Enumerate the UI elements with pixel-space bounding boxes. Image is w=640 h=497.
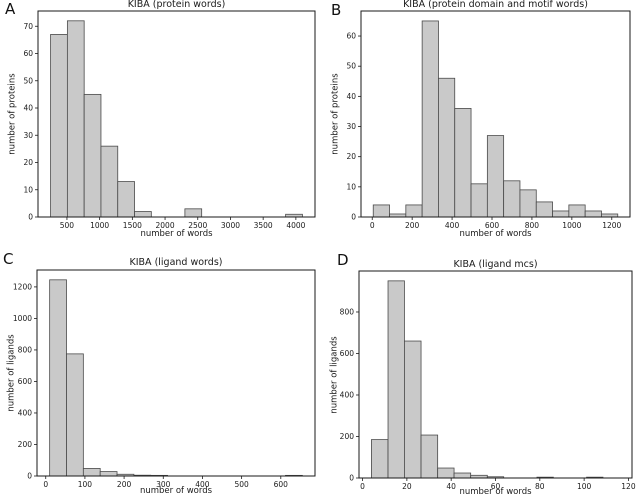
histogram-c: 0 100 200 300 400 500 600 0 200 400 600 800 1000 1200 (13, 269, 316, 489)
y-axis-label-c: number of ligands (6, 334, 17, 412)
chart-title-d: KIBA (ligand mcs) (453, 259, 538, 270)
svg-text:800: 800 (18, 345, 33, 354)
svg-text:400: 400 (445, 221, 460, 230)
svg-text:40: 40 (446, 482, 456, 491)
svg-text:20: 20 (402, 482, 412, 491)
svg-text:40: 40 (23, 104, 33, 113)
svg-text:60: 60 (491, 482, 501, 491)
svg-text:600: 600 (340, 349, 355, 358)
svg-text:400: 400 (18, 408, 33, 417)
panel-letter-a: A (5, 0, 16, 18)
panel-a: 500 1000 1500 2000 2500 3000 3500 4000 0 10 20 30 40… (0, 0, 320, 249)
svg-text:800: 800 (340, 307, 355, 316)
svg-text:1500: 1500 (123, 221, 142, 230)
svg-text:3000: 3000 (221, 221, 240, 230)
svg-text:60: 60 (23, 49, 33, 58)
svg-text:2000: 2000 (156, 221, 175, 230)
x-axis-label-d: number of words (459, 487, 532, 497)
chart-title-a: KIBA (protein words) (127, 0, 226, 10)
svg-text:30: 30 (23, 131, 33, 140)
svg-text:600: 600 (18, 377, 33, 386)
chart-title-c: KIBA (ligand words) (129, 257, 223, 268)
svg-text:50: 50 (346, 62, 356, 71)
svg-text:200: 200 (18, 440, 33, 449)
y-axis-label-a: number of proteins (7, 73, 18, 155)
svg-text:4000: 4000 (286, 221, 305, 230)
svg-text:300: 300 (156, 480, 171, 489)
svg-text:1000: 1000 (90, 221, 109, 230)
svg-text:400: 400 (340, 390, 355, 399)
svg-text:200: 200 (405, 221, 420, 230)
svg-text:1000: 1000 (562, 221, 581, 230)
svg-text:100: 100 (577, 482, 592, 491)
svg-text:2500: 2500 (188, 221, 207, 230)
svg-text:0: 0 (349, 474, 354, 483)
svg-text:10: 10 (23, 185, 33, 194)
svg-text:3500: 3500 (254, 221, 273, 230)
svg-text:20: 20 (23, 158, 33, 167)
svg-text:1200: 1200 (602, 221, 621, 230)
svg-text:0: 0 (27, 472, 32, 481)
svg-text:0: 0 (370, 221, 375, 230)
svg-text:120: 120 (621, 482, 636, 491)
x-axis-label-a: number of words (140, 229, 213, 239)
svg-text:200: 200 (117, 480, 132, 489)
panel-c: 0 100 200 300 400 500 600 0 200 400 600 800 1000 1200… (0, 248, 320, 497)
svg-text:800: 800 (525, 221, 540, 230)
panel-letter-b: B (331, 1, 342, 19)
svg-text:20: 20 (346, 152, 356, 161)
svg-text:30: 30 (346, 122, 356, 131)
svg-text:400: 400 (195, 480, 210, 489)
y-axis-label-d: number of ligands (329, 335, 340, 414)
histogram-a: 500 1000 1500 2000 2500 3000 3500 4000 0 10 20 30 40… (23, 10, 316, 230)
svg-text:0: 0 (351, 213, 356, 222)
svg-text:600: 600 (485, 221, 500, 230)
svg-text:600: 600 (274, 480, 289, 489)
svg-text:100: 100 (78, 480, 93, 489)
svg-text:0: 0 (28, 213, 33, 222)
svg-text:50: 50 (23, 76, 33, 85)
svg-text:40: 40 (346, 92, 356, 101)
svg-text:1000: 1000 (13, 314, 32, 323)
histogram-d: 0 20 40 60 80 100 120 0 200 400 600 800 (340, 270, 636, 491)
x-axis-label-c: number of words (139, 486, 213, 496)
histogram-b: 0 200 400 600 800 1000 1200 0 10 20 30 40 50 60 (346, 10, 631, 230)
svg-text:200: 200 (340, 432, 355, 441)
chart-title-b: KIBA (protein domain and motif words) (403, 0, 588, 10)
svg-text:1200: 1200 (13, 282, 32, 291)
svg-text:500: 500 (60, 221, 75, 230)
panel-b: 0 200 400 600 800 1000 1200 0 10 20 30 40 50 60 B KIB… (320, 0, 640, 249)
svg-text:500: 500 (234, 480, 249, 489)
panel-letter-c: C (3, 250, 14, 268)
svg-text:80: 80 (535, 482, 545, 491)
svg-text:0: 0 (43, 480, 48, 489)
svg-text:60: 60 (346, 32, 356, 41)
svg-text:70: 70 (23, 22, 33, 31)
svg-text:0: 0 (360, 482, 365, 491)
y-axis-label-b: number of proteins (330, 73, 341, 155)
panel-letter-d: D (337, 251, 349, 269)
panel-d: 0 20 40 60 80 100 120 0 200 400 600 800 D KIBA (lig… (320, 248, 640, 497)
svg-text:10: 10 (346, 182, 356, 191)
x-axis-label-b: number of words (459, 229, 532, 239)
